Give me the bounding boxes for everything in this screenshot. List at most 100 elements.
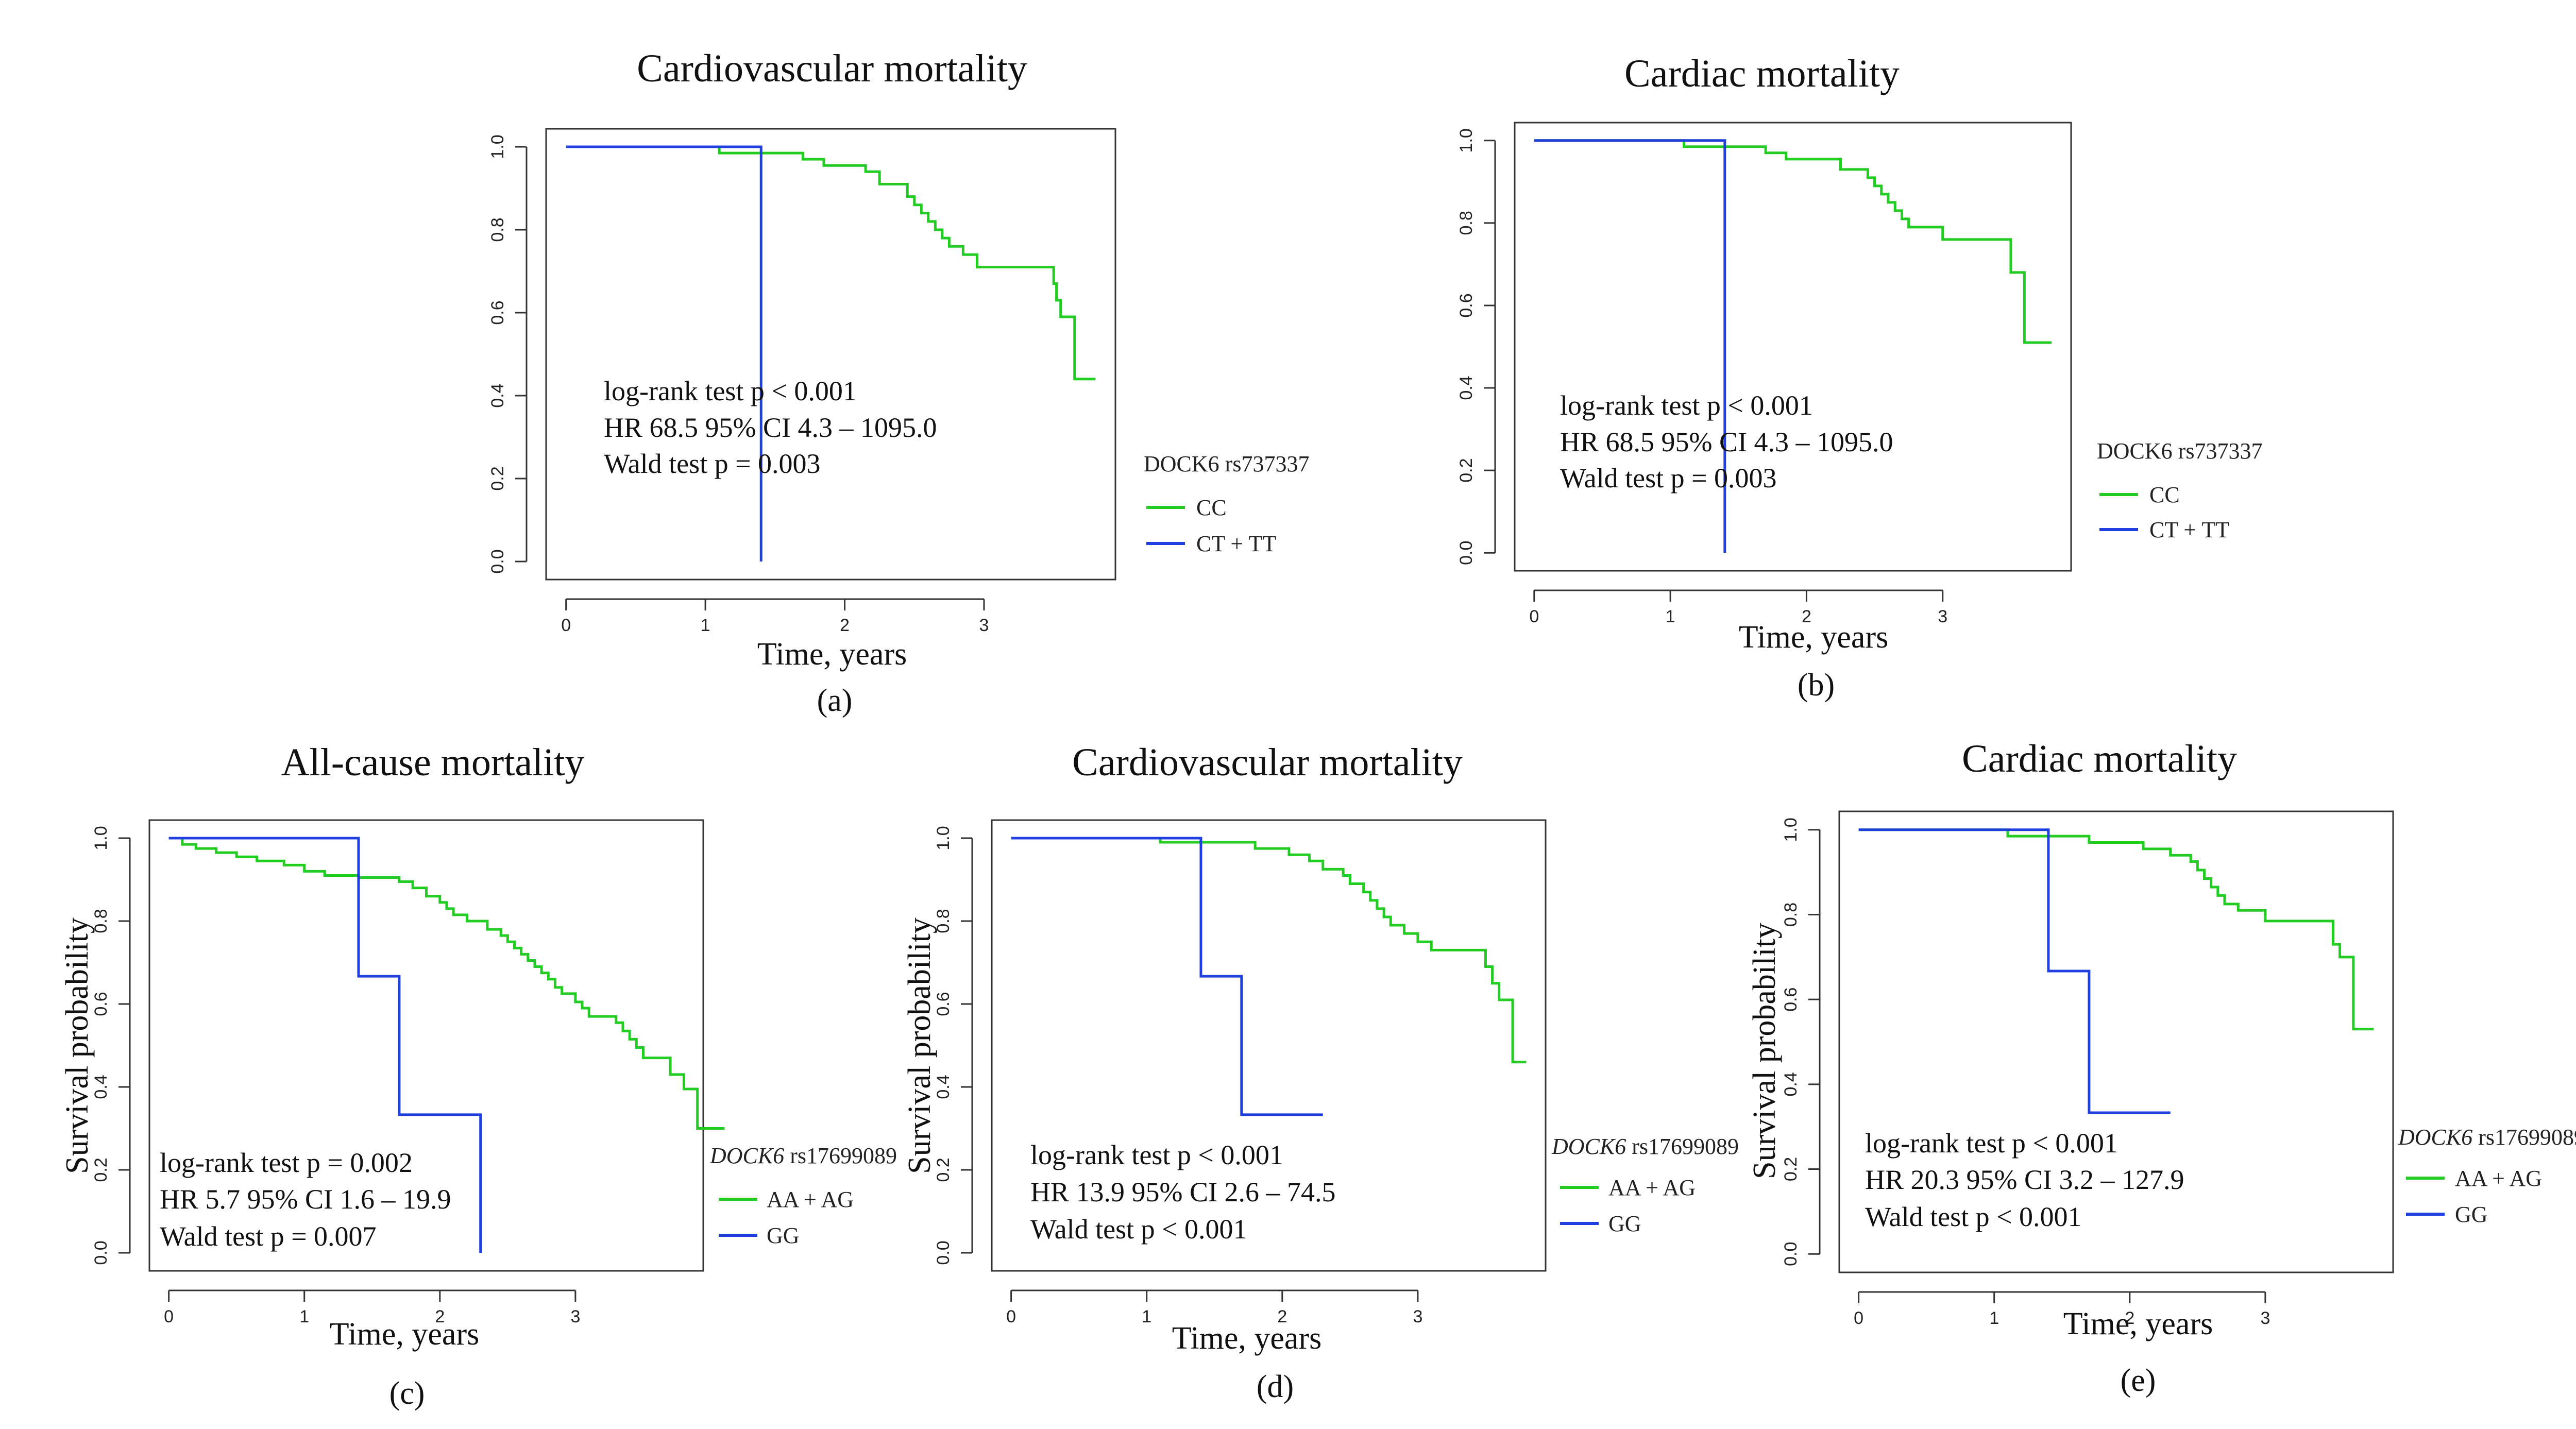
chart-title: Cardiovascular mortality (637, 47, 1027, 90)
x-tick-label: 1 (299, 1307, 309, 1326)
legend: DOCK6 rs17699089 AA + AG GG (709, 1143, 897, 1248)
annotation-line-3: Wald test p = 0.003 (1560, 463, 1777, 494)
legend-title: DOCK6 rs17699089 (1551, 1134, 1739, 1159)
y-tick-label: 0.0 (488, 549, 507, 573)
panel-label: (c) (389, 1376, 425, 1411)
panel-label: (a) (817, 683, 853, 718)
y-tick-label: 0.2 (1456, 458, 1476, 482)
legend-item-aa-ag: AA + AG (767, 1187, 854, 1212)
km-curve-ct-tt (1534, 139, 1726, 553)
x-tick-label: 2 (2125, 1308, 2134, 1328)
x-tick-label: 1 (1989, 1308, 1999, 1328)
y-tick-label: 0.6 (91, 992, 111, 1016)
y-tick-label: 0.6 (934, 992, 953, 1016)
annotation-line-2: HR 13.9 95% CI 2.6 – 74.5 (1030, 1177, 1336, 1207)
y-tick-label: 0.2 (488, 466, 507, 490)
x-tick-label: 0 (561, 616, 571, 635)
legend-item-ct-tt: CT + TT (1196, 531, 1276, 556)
y-tick-label: 1.0 (91, 826, 111, 850)
km-curve-ct-tt (566, 145, 762, 562)
y-tick-label: 0.8 (1456, 211, 1476, 235)
x-axis-label: Time, years (330, 1317, 479, 1352)
annotation-line-1: log-rank test p < 0.001 (1560, 390, 1813, 421)
x-axis-label: Time, years (757, 637, 907, 672)
km-curve-aa-ag (1858, 828, 2374, 1031)
y-tick-label: 0.4 (1456, 376, 1476, 400)
y-axis-label: Survival probability (1747, 923, 1782, 1179)
x-axis-label: Time, years (1172, 1321, 1321, 1356)
legend: DOCK6 rs17699089 AA + AG GG (1551, 1134, 1739, 1236)
legend-title-gene: DOCK6 (1551, 1134, 1626, 1159)
y-tick-label: 0.2 (1781, 1157, 1801, 1181)
x-tick-label: 0 (1854, 1308, 1863, 1328)
legend-title: DOCK6 rs737337 (2097, 438, 2262, 464)
y-tick-label: 0.2 (934, 1158, 953, 1182)
annotation-line-3: Wald test p = 0.007 (160, 1221, 377, 1252)
y-axis-label: Survival probability (60, 917, 95, 1174)
plot-frame (1838, 810, 2394, 1273)
y-tick-label: 0.0 (1456, 541, 1476, 565)
x-tick-label: 3 (570, 1307, 580, 1326)
panel-label: (b) (1798, 668, 1835, 703)
legend-title: DOCK6 rs17699089 (2398, 1125, 2576, 1150)
y-tick-label: 0.6 (1456, 293, 1476, 317)
annotation-line-3: Wald test p < 0.001 (1030, 1214, 1247, 1245)
x-tick-label: 1 (1666, 607, 1675, 626)
y-tick-label: 1.0 (934, 826, 953, 850)
panel-label: (e) (2121, 1363, 2156, 1398)
km-curve-gg (1011, 837, 1323, 1116)
y-tick-label: 0.8 (1781, 903, 1801, 927)
plot-frame (545, 128, 1116, 581)
x-axis-label: Time, years (1739, 620, 1888, 655)
km-curve-gg (168, 837, 482, 1253)
legend-title-snp: rs17699089 (2478, 1125, 2576, 1150)
y-tick-label: 0.0 (91, 1240, 111, 1265)
y-tick-label: 0.6 (1781, 988, 1801, 1012)
x-tick-label: 3 (1413, 1307, 1422, 1326)
y-tick-label: 0.4 (1781, 1072, 1801, 1096)
annotation-line-1: log-rank test p < 0.001 (1865, 1128, 2118, 1159)
annotation-line-2: HR 68.5 95% CI 4.3 – 1095.0 (604, 412, 937, 443)
annotation-line-2: HR 5.7 95% CI 1.6 – 19.9 (160, 1184, 451, 1215)
legend-item-gg: GG (767, 1223, 800, 1248)
km-curve-aa-ag (1011, 837, 1527, 1064)
legend-item-gg: GG (1608, 1211, 1641, 1236)
legend: DOCK6 rs737337 CC CT + TT (2097, 438, 2262, 542)
y-tick-label: 0.4 (91, 1075, 111, 1099)
panel-b: Cardiac mortality 0.0 0.2 0.4 0.6 0.8 1.0 0 1 2 3… (1456, 52, 2262, 703)
x-axis-label: Time, years (2063, 1306, 2213, 1341)
x-tick-label: 0 (164, 1307, 174, 1326)
legend-item-ct-tt: CT + TT (2149, 517, 2229, 542)
y-tick-label: 1.0 (1781, 818, 1801, 842)
legend-title-snp: rs17699089 (1632, 1134, 1739, 1159)
legend-title: DOCK6 rs17699089 (709, 1143, 897, 1168)
plot-frame (991, 819, 1547, 1272)
annotation-line-3: Wald test p = 0.003 (604, 448, 821, 479)
legend: DOCK6 rs737337 CC CT + TT (1144, 451, 1309, 556)
y-tick-label: 0.8 (488, 217, 507, 242)
legend-title-gene: DOCK6 (709, 1143, 784, 1168)
x-tick-label: 1 (701, 616, 710, 635)
x-tick-label: 2 (1277, 1307, 1287, 1326)
chart-title: Cardiovascular mortality (1072, 741, 1463, 784)
annotation-line-1: log-rank test p = 0.002 (160, 1147, 413, 1178)
x-tick-label: 2 (840, 616, 850, 635)
y-tick-label: 0.0 (1781, 1242, 1801, 1266)
annotation-line-2: HR 68.5 95% CI 4.3 – 1095.0 (1560, 427, 1893, 457)
legend-item-gg: GG (2455, 1202, 2488, 1227)
plot-frame (148, 819, 704, 1272)
y-tick-label: 1.0 (1456, 128, 1476, 152)
y-tick-label: 0.2 (91, 1158, 111, 1182)
panel-label: (d) (1257, 1369, 1294, 1404)
km-curve-aa-ag (168, 837, 725, 1130)
y-tick-label: 0.6 (488, 300, 507, 325)
y-axis-label: Survival probability (902, 917, 937, 1174)
plot-frame (1514, 122, 2072, 572)
legend-item-cc: CC (1196, 495, 1227, 520)
annotation-line-3: Wald test p < 0.001 (1865, 1201, 2082, 1232)
y-tick-label: 0.8 (91, 909, 111, 933)
panel-c: All-cause mortality 0.0 0.2 0.4 0.6 0.8 1.0 0 1… (60, 741, 897, 1411)
chart-title: Cardiac mortality (1624, 52, 1900, 95)
x-tick-label: 2 (435, 1307, 445, 1326)
chart-title: Cardiac mortality (1962, 737, 2237, 780)
